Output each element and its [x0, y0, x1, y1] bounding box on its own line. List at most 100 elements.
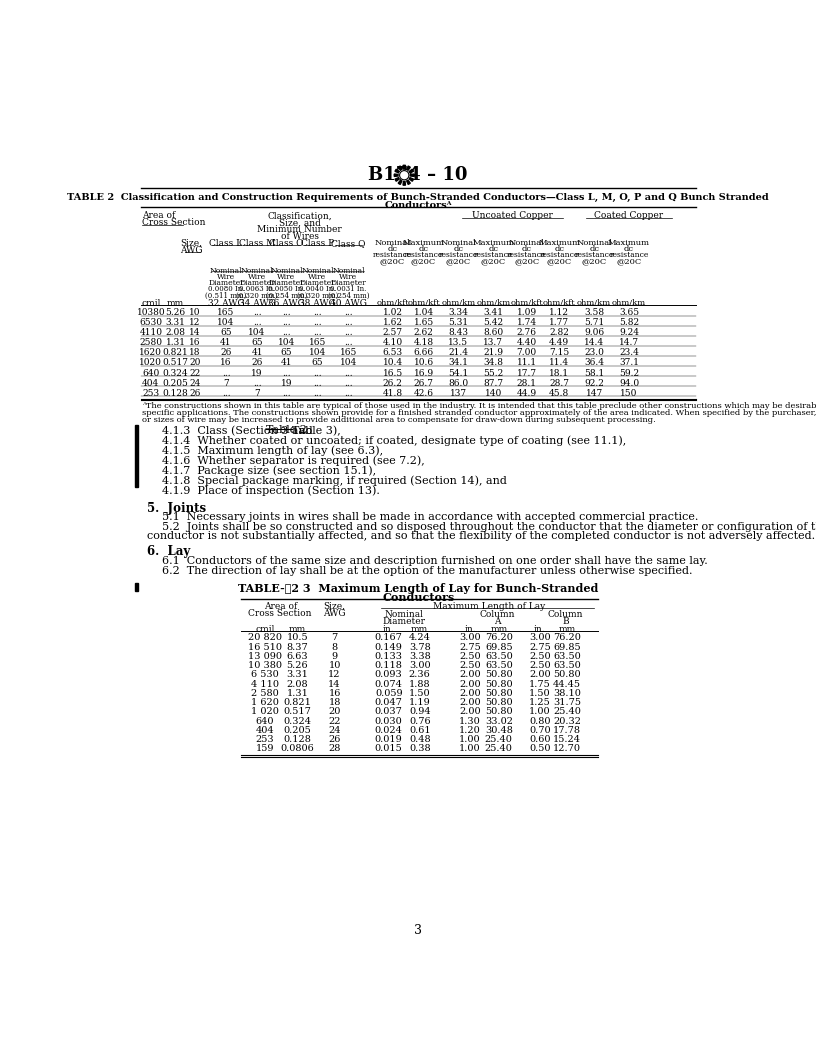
Text: ...: ... [253, 319, 261, 327]
Text: (0.320 mm): (0.320 mm) [237, 291, 277, 300]
Text: 18.1: 18.1 [549, 369, 570, 377]
Text: B174 – 10: B174 – 10 [369, 166, 468, 184]
Text: ...: ... [282, 389, 290, 397]
Text: 42.6: 42.6 [414, 389, 433, 397]
Text: 50.80: 50.80 [485, 689, 512, 698]
Bar [135, 426, 138, 487]
Text: 0.0080 In.: 0.0080 In. [208, 285, 244, 294]
Text: 165: 165 [308, 339, 326, 347]
Text: resistance: resistance [539, 251, 579, 260]
Text: 1.09: 1.09 [517, 308, 537, 318]
Text: 2.62: 2.62 [414, 328, 433, 338]
Text: 55.2: 55.2 [483, 369, 503, 377]
Text: @20C: @20C [616, 258, 641, 266]
Text: 63.50: 63.50 [485, 652, 512, 661]
Text: 54.1: 54.1 [448, 369, 468, 377]
Text: 2 580: 2 580 [251, 689, 278, 698]
Text: 58.1: 58.1 [584, 369, 605, 377]
Text: @20C: @20C [380, 258, 406, 266]
Text: 1 020: 1 020 [251, 708, 279, 716]
Text: 165: 165 [217, 308, 235, 318]
Text: TABLE 2  Classification and Construction Requirements of Bunch-Stranded Conducto: TABLE 2 Classification and Construction … [68, 193, 769, 202]
Text: 20: 20 [328, 708, 341, 716]
Text: ...: ... [313, 308, 322, 318]
Text: 18: 18 [189, 348, 201, 358]
Text: 69.85: 69.85 [553, 643, 581, 652]
Text: 0.94: 0.94 [409, 708, 431, 716]
Text: 4.1.7  Package size (see section 15.1),: 4.1.7 Package size (see section 15.1), [162, 466, 376, 476]
Text: Diameter: Diameter [208, 279, 244, 287]
Text: Size,: Size, [180, 239, 202, 248]
Text: @20C: @20C [481, 258, 506, 266]
Text: dc: dc [419, 245, 428, 253]
Text: 22: 22 [189, 369, 201, 377]
Text: 0.0031 In.: 0.0031 In. [330, 285, 366, 294]
Text: 21.9: 21.9 [483, 348, 503, 358]
Text: Nominal: Nominal [270, 267, 303, 275]
Text: 44.45: 44.45 [553, 680, 581, 689]
Text: 30.48: 30.48 [485, 725, 512, 735]
Text: cmil: cmil [141, 299, 161, 308]
Text: ...: ... [344, 389, 353, 397]
Text: 7.00: 7.00 [517, 348, 537, 358]
Text: ...: ... [344, 328, 353, 338]
Text: 1020: 1020 [140, 358, 162, 367]
Text: mm: mm [558, 625, 575, 634]
Text: 0.324: 0.324 [283, 717, 311, 725]
Text: 24: 24 [328, 725, 341, 735]
Text: 404: 404 [255, 725, 274, 735]
Text: ...: ... [282, 319, 290, 327]
Text: 0.074: 0.074 [375, 680, 402, 689]
Text: 404: 404 [142, 378, 159, 388]
Text: 253: 253 [142, 389, 159, 397]
Bar [135, 583, 138, 591]
Text: dc: dc [554, 245, 564, 253]
Text: 7: 7 [254, 389, 259, 397]
Text: 4110: 4110 [140, 328, 162, 338]
Text: 12.70: 12.70 [553, 744, 581, 753]
Text: ...: ... [222, 369, 230, 377]
Text: 3.38: 3.38 [409, 652, 431, 661]
Text: 4.1.4  Whether coated or uncoated; if coated, designate type of coating (see 11.: 4.1.4 Whether coated or uncoated; if coa… [162, 435, 627, 446]
Text: 38.10: 38.10 [553, 689, 581, 698]
Polygon shape [398, 166, 401, 170]
Text: ...: ... [253, 378, 261, 388]
Text: 3.31: 3.31 [286, 671, 308, 679]
Text: ohm/km: ohm/km [477, 299, 511, 307]
Text: 4.1.9  Place of inspection (Section 13).: 4.1.9 Place of inspection (Section 13). [162, 486, 380, 496]
Text: Size, and: Size, and [279, 219, 321, 227]
Text: Column: Column [548, 610, 583, 619]
Text: 65: 65 [281, 348, 292, 358]
Text: 5.82: 5.82 [619, 319, 639, 327]
Text: 0.0040 In.: 0.0040 In. [299, 285, 335, 294]
Text: 104: 104 [277, 339, 295, 347]
Text: 0.015: 0.015 [375, 744, 402, 753]
Text: ohm/km: ohm/km [612, 299, 646, 307]
Text: 28.1: 28.1 [517, 378, 537, 388]
Text: 11.4: 11.4 [549, 358, 570, 367]
Text: 2.82: 2.82 [549, 328, 570, 338]
Text: ohm/km: ohm/km [577, 299, 611, 307]
Text: 1.20: 1.20 [459, 725, 481, 735]
Text: 76.20: 76.20 [485, 634, 512, 642]
Text: @20C: @20C [547, 258, 572, 266]
Text: 10.6: 10.6 [414, 358, 433, 367]
Text: 38 AWG: 38 AWG [299, 299, 336, 308]
Text: 59.2: 59.2 [619, 369, 639, 377]
Text: ...: ... [313, 328, 322, 338]
Text: in.: in. [534, 625, 546, 634]
Polygon shape [395, 169, 399, 173]
Text: 9.24: 9.24 [619, 328, 639, 338]
Text: 25.40: 25.40 [485, 735, 512, 744]
Text: 12: 12 [189, 319, 201, 327]
Text: 2.00: 2.00 [459, 708, 481, 716]
Text: 0.059: 0.059 [375, 689, 402, 698]
Text: 640: 640 [255, 717, 274, 725]
Polygon shape [395, 177, 399, 182]
Text: 14: 14 [328, 680, 341, 689]
Text: Diameter: Diameter [299, 279, 335, 287]
Text: 41: 41 [251, 348, 263, 358]
Polygon shape [403, 182, 406, 185]
Text: 2.00: 2.00 [529, 671, 551, 679]
Text: 2.00: 2.00 [459, 671, 481, 679]
